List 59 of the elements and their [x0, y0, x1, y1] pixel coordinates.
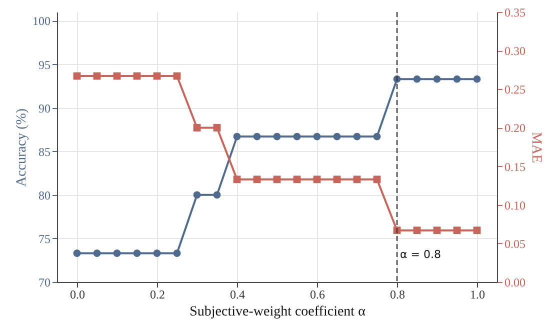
point: [273, 176, 281, 184]
point: [413, 226, 421, 234]
point: [353, 176, 361, 184]
point: [333, 132, 341, 140]
point: [433, 75, 441, 83]
y-axis-title: Accuracy (%): [14, 108, 30, 187]
point: [193, 124, 201, 132]
point: [233, 176, 241, 184]
y2-tick-label: 0.20: [504, 121, 526, 136]
point: [293, 132, 301, 140]
point: [153, 250, 161, 257]
point: [253, 176, 261, 184]
point: [313, 176, 321, 184]
x-tick-label: 0.2: [150, 288, 165, 302]
y-tick-label: 95: [38, 58, 50, 72]
point: [453, 75, 461, 83]
point: [173, 250, 181, 257]
y2-tick-label: 0.10: [504, 198, 526, 212]
y2-axis-title: MAE: [528, 132, 544, 164]
point: [453, 226, 461, 234]
y-tick-label: 100: [32, 14, 50, 28]
y2-tick-label: 0.05: [504, 236, 526, 251]
y2-tick-label: 0.35: [504, 6, 526, 20]
point: [293, 176, 301, 184]
point: [313, 132, 321, 140]
y-tick-label: 75: [38, 232, 50, 246]
y-tick-label: 70: [38, 276, 50, 290]
point: [473, 226, 481, 234]
point: [473, 75, 481, 83]
point: [273, 132, 281, 140]
x-tick-label: 0.0: [70, 288, 85, 302]
point: [113, 250, 121, 257]
x-axis-title: Subjective-weight coefficient α: [190, 304, 366, 320]
point: [93, 250, 101, 257]
point: [333, 176, 341, 184]
ref-line-label: α = 0.8: [400, 248, 441, 261]
x-tick-label: 1.0: [470, 288, 485, 302]
y-tick-label: 80: [38, 188, 50, 202]
point: [373, 132, 381, 140]
point: [73, 250, 81, 257]
point: [373, 176, 381, 184]
point: [193, 191, 201, 199]
x-tick-label: 0.6: [310, 288, 325, 302]
point: [413, 75, 421, 83]
point: [233, 132, 241, 140]
point: [213, 124, 221, 132]
point: [353, 132, 361, 140]
y2-tick-label: 0.25: [504, 82, 526, 97]
y2-tick-label: 0.15: [504, 160, 526, 174]
point: [133, 250, 141, 257]
y2-tick-label: 0.30: [504, 44, 526, 58]
y2-tick-label: 0.00: [504, 276, 526, 290]
y-tick-label: 85: [38, 144, 50, 159]
point: [213, 191, 221, 199]
x-tick-label: 0.8: [390, 288, 405, 302]
point: [433, 226, 441, 234]
x-tick-label: 0.4: [230, 288, 245, 302]
point: [253, 132, 261, 140]
y-tick-label: 90: [38, 101, 50, 116]
